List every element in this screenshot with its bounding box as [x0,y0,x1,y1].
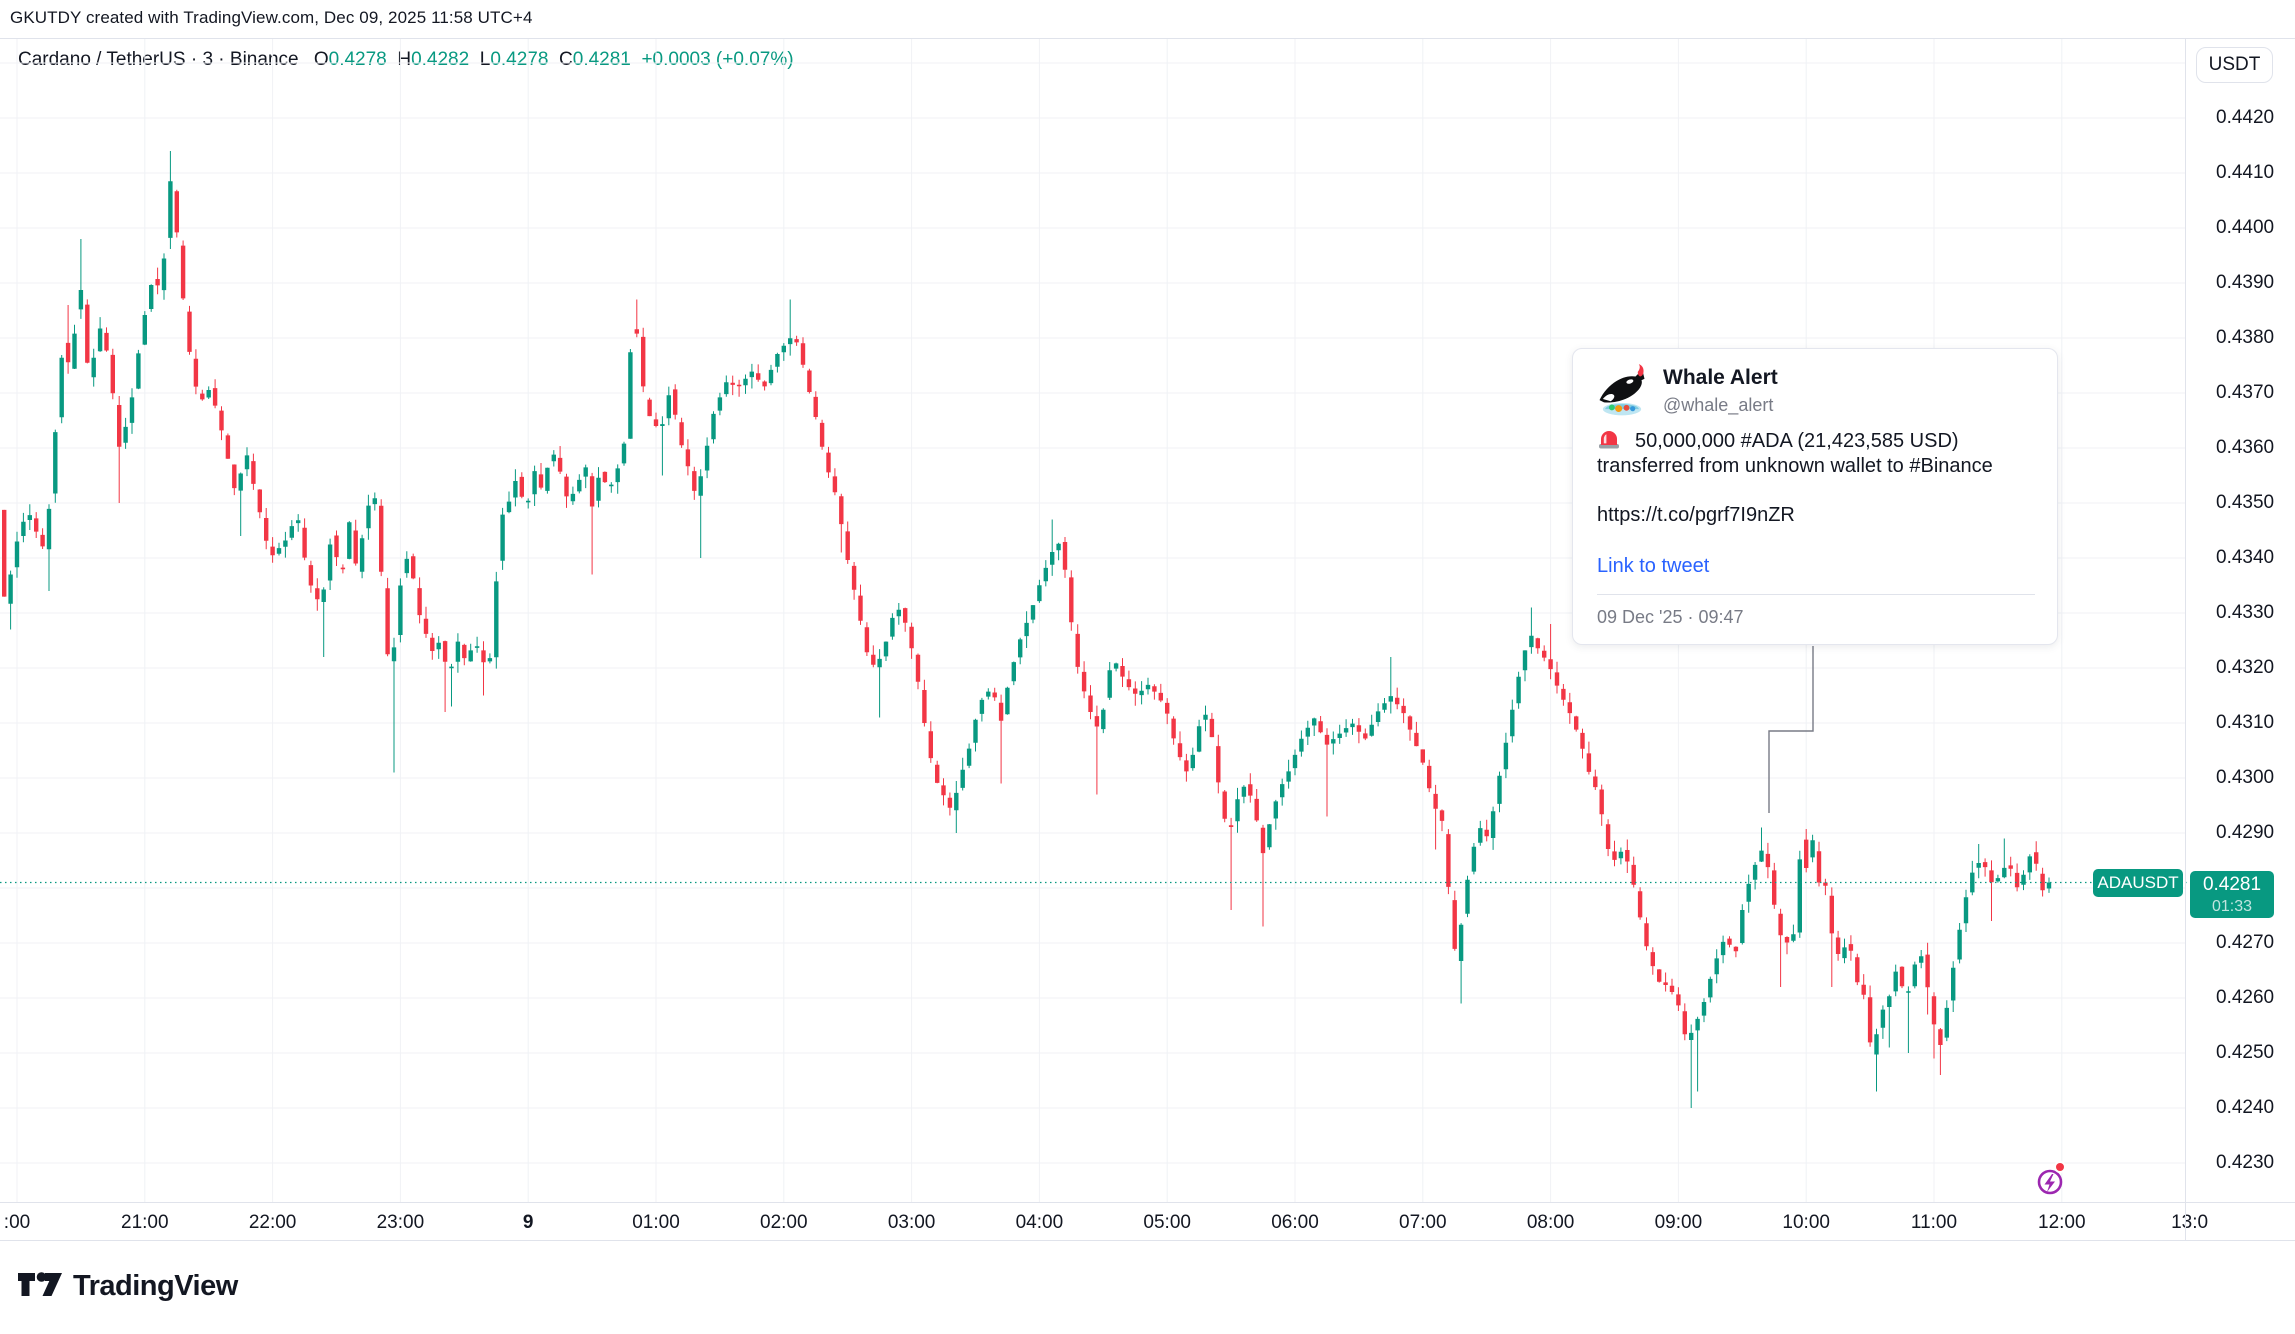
siren-emoji-icon [1599,431,1619,449]
card-divider [1597,594,2035,595]
price-tick-label: 0.4370 [2216,382,2275,403]
time-tick-label: 06:00 [1271,1212,1319,1233]
last-price-value: 0.4281 [2202,874,2262,895]
tweet-url: https://t.co/pgrf7I9nZR [1597,504,1795,526]
snapshot-watermark: GKUTDY created with TradingView.com, Dec… [10,8,533,27]
tradingview-logo-text: TradingView [73,1269,238,1302]
time-tick-label: 08:00 [1526,1212,1575,1233]
currency-toggle-button[interactable]: USDT [2196,47,2273,83]
tradingview-logo[interactable]: TradingView [17,1266,238,1306]
price-tick-label: 0.4330 [2216,602,2275,623]
whale-alert-note-card[interactable]: Whale Alert @whale_alert 50,000,000 #ADA… [1572,348,2058,645]
price-tick-label: 0.4420 [2216,107,2275,128]
grid-lines [0,39,2185,1202]
price-tick-label: 0.4320 [2216,657,2275,678]
price-change: +0.0003 (+0.07%) [641,49,794,70]
symbol-header: Cardano / TetherUS · 3 · Binance O0.4278… [18,49,794,71]
price-axis[interactable]: 0.4420 0.4410 0.4400 0.4390 0.4380 0.4370 0.43… [2185,38,2295,1240]
price-tick-label: 0.4250 [2216,1042,2275,1063]
time-tick-label: 21:00 [121,1212,169,1233]
time-tick-label: :00 [3,1212,31,1233]
time-axis[interactable]: :00 21:00 22:00 23:00 9 01:00 02:00 03:00 04:00 0… [0,1204,2295,1240]
price-tick-label: 0.4340 [2216,547,2275,568]
time-tick-label: 23:00 [376,1212,425,1233]
whale-alert-avatar [1599,364,1645,416]
plot-bottom-border [0,1202,2295,1203]
tweet-text-line2: transferred from unknown wallet to #Bina… [1597,455,1993,477]
time-tick-label: 11:00 [1910,1212,1958,1233]
bar-countdown: 01:33 [2211,897,2253,915]
note-connector-line [1768,646,1814,813]
ohlc-close: C0.4281 [559,49,631,70]
price-tick-label: 0.4400 [2216,217,2275,238]
tweet-timestamp: 09 Dec '25 · 09:47 [1597,607,1744,627]
price-tick-label: 0.4360 [2216,437,2275,458]
time-tick-label: 05:00 [1143,1212,1191,1233]
tweet-author-handle: @whale_alert [1663,395,1774,415]
price-tick-label: 0.4300 [2216,767,2275,788]
time-tick-label: 13:0 [2171,1212,2209,1233]
time-tick-label: 09:00 [1654,1212,1703,1233]
tweet-author-name: Whale Alert [1663,366,1778,389]
price-tick-label: 0.4310 [2216,712,2275,733]
symbol-title: Cardano / TetherUS · 3 · Binance [18,49,299,70]
price-tick-label: 0.4260 [2216,987,2275,1008]
time-tick-label: 01:00 [632,1212,680,1233]
widget-top-border [0,38,2295,39]
tweet-text-line1: 50,000,000 #ADA (21,423,585 USD) [1597,427,1959,453]
price-tick-label: 0.4390 [2216,272,2275,293]
price-tick-label: 0.4380 [2216,327,2275,348]
price-tick-label: 0.4410 [2216,162,2275,183]
price-tick-label: 0.4290 [2216,822,2275,843]
price-tick-label: 0.4270 [2216,932,2275,953]
widget-bottom-border [0,1240,2295,1241]
price-axis-border [2185,38,2186,1240]
time-tick-label: 04:00 [1015,1212,1064,1233]
time-tick-label: 12:00 [2038,1212,2086,1233]
price-tick-label: 0.4240 [2216,1097,2275,1118]
tradingview-logo-icon [18,1272,62,1296]
price-tick-label: 0.4230 [2216,1152,2275,1173]
time-tick-label: 07:00 [1399,1212,1447,1233]
ohlc-low: L0.4278 [479,49,549,70]
ohlc-open: O0.4278 [313,49,387,70]
time-tick-label: 02:00 [760,1212,808,1233]
time-tick-label: 9 [522,1212,534,1233]
time-tick-label: 22:00 [248,1212,297,1233]
last-price-axis-label: 0.4281 01:33 [2190,871,2274,918]
symbol-axis-tag: ADAUSDT [2093,869,2183,897]
flash-event-icon[interactable] [2037,1161,2066,1195]
link-to-tweet[interactable]: Link to tweet [1597,555,1710,577]
price-tick-label: 0.4350 [2216,492,2275,513]
time-tick-label: 10:00 [1782,1212,1830,1233]
time-tick-label: 03:00 [887,1212,936,1233]
